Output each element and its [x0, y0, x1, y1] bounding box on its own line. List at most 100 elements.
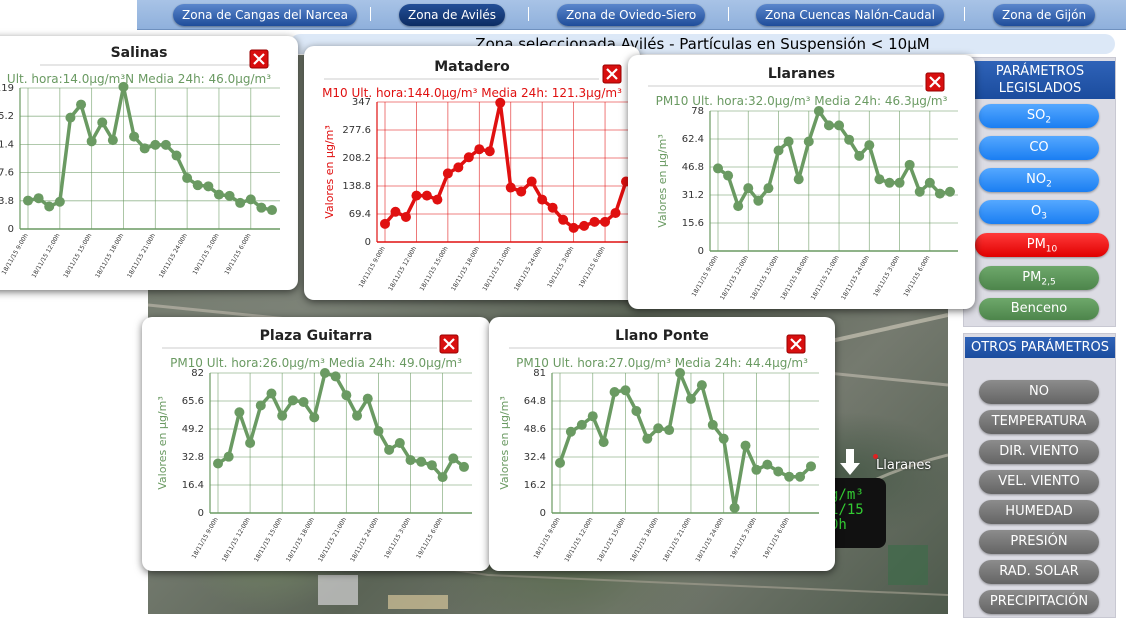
station-marker[interactable] — [873, 454, 878, 459]
data-point — [685, 393, 696, 404]
close-icon-cross — [929, 76, 941, 88]
data-point — [474, 144, 485, 155]
y-tick-label: 81 — [533, 368, 546, 379]
x-tick-label: 18/11/15 12:00h — [31, 232, 62, 279]
data-point — [526, 176, 537, 187]
chart-title: Llano Ponte — [615, 328, 709, 344]
param-label: PM — [1026, 237, 1046, 252]
close-icon-cross — [253, 53, 265, 65]
x-tick-label: 18/11/15 24:00h — [840, 254, 871, 301]
x-tick-label: 19/11/15 3:00h — [383, 516, 412, 560]
close-icon-cross — [443, 338, 455, 350]
y-tick-label: 31.2 — [682, 190, 704, 201]
tooltip-line: 0h — [830, 517, 847, 533]
chart-svg: Llano Ponte PM10 Ult. hora:27.0µg/m³ Medi… — [498, 328, 819, 563]
y-axis-label: Valores en µg/m³ — [498, 396, 511, 490]
data-point — [773, 145, 784, 156]
chart-title: Llaranes — [768, 66, 835, 82]
y-axis-label: Valores en µg/m³ — [156, 396, 169, 490]
x-tick-label: 18/11/15 21:00h — [126, 232, 157, 279]
x-tick-label: 19/11/15 6:00h — [762, 516, 791, 560]
param-label: NO — [1026, 172, 1047, 187]
arrow-down-icon — [840, 449, 860, 475]
x-tick-label: 18/11/15 24:00h — [513, 245, 544, 292]
param-dir-viento-button[interactable]: DIR. VIENTO — [979, 440, 1099, 464]
zone-button-aviles[interactable]: Zona de Avilés — [399, 4, 506, 26]
data-point — [394, 438, 405, 448]
data-point — [341, 390, 352, 401]
param-so2-button[interactable]: SO2 — [979, 104, 1099, 128]
zone-separator — [370, 7, 371, 21]
zone-button-gijon[interactable]: Zona de Gijón — [993, 4, 1096, 26]
data-point — [287, 395, 298, 406]
data-point — [823, 120, 834, 131]
param-temperatura-button[interactable]: TEMPERATURA — [979, 410, 1099, 434]
data-point — [400, 211, 411, 222]
data-point — [380, 218, 390, 229]
chart-popup-llaranes: Llaranes PM10 Ult. hora:32.0µg/m³ Media 2… — [628, 55, 975, 309]
close-icon[interactable] — [786, 334, 806, 354]
chart-svg: Llaranes PM10 Ult. hora:32.0µg/m³ Media 2… — [648, 66, 958, 301]
data-point — [256, 202, 267, 213]
close-icon[interactable] — [602, 64, 622, 84]
data-point — [924, 177, 935, 188]
param-o3-button[interactable]: O3 — [979, 200, 1099, 224]
param-benceno-button[interactable]: Benceno — [979, 298, 1099, 320]
param-rad-solar-button[interactable]: RAD. SOLAR — [979, 560, 1099, 584]
data-point — [793, 174, 804, 185]
data-point — [54, 196, 65, 207]
data-point — [773, 466, 784, 477]
param-pm25-button[interactable]: PM2,5 — [979, 266, 1099, 290]
chart-svg: Matadero M10 Ult. hora:144.0µg/m³ Media 2… — [322, 59, 634, 292]
data-point — [565, 426, 576, 437]
data-point — [97, 117, 108, 128]
data-point — [934, 188, 945, 199]
data-point — [33, 193, 44, 204]
data-point — [945, 186, 955, 197]
data-point — [213, 189, 224, 200]
series-line — [383, 101, 628, 230]
param-label: SO — [1026, 108, 1046, 123]
zone-button-cangas[interactable]: Zona de Cangas del Narcea — [173, 4, 358, 26]
zone-separator — [728, 7, 729, 21]
x-tick-label: 18/11/15 18:00h — [94, 232, 125, 279]
y-tick-label: 78 — [691, 106, 704, 117]
param-co-button[interactable]: CO — [979, 136, 1099, 160]
close-icon[interactable] — [925, 72, 945, 92]
param-subscript: 3 — [1041, 211, 1047, 222]
y-tick-label: 138.8 — [342, 181, 371, 192]
data-point — [547, 202, 558, 213]
data-point — [160, 139, 171, 150]
param-subscript: 2,5 — [1041, 277, 1056, 288]
param-humedad-button[interactable]: HUMEDAD — [979, 500, 1099, 524]
data-point — [86, 136, 97, 147]
close-icon[interactable] — [439, 334, 459, 354]
close-icon-cross — [606, 68, 618, 80]
data-point — [713, 163, 723, 174]
data-point — [223, 451, 234, 462]
param-no-button[interactable]: NO — [979, 380, 1099, 404]
data-point — [309, 412, 320, 423]
param-pm10-button[interactable]: PM10 — [975, 233, 1109, 257]
zone-button-oviedo[interactable]: Zona de Oviedo-Siero — [557, 4, 706, 26]
data-point — [707, 419, 718, 430]
data-point — [192, 180, 203, 191]
data-point — [267, 205, 277, 216]
chart-popup-matadero: Matadero M10 Ult. hora:144.0µg/m³ Media 2… — [304, 46, 640, 300]
data-point — [763, 183, 774, 194]
param-no2-button[interactable]: NO2 — [979, 168, 1099, 192]
param-presion-button[interactable]: PRESIÓN — [979, 530, 1099, 554]
data-point — [753, 195, 764, 206]
param-vel-viento-button[interactable]: VEL. VIENTO — [979, 470, 1099, 494]
x-tick-label: 18/11/15 18:00h — [779, 254, 810, 301]
series-line — [27, 85, 273, 212]
y-tick-label: 119 — [0, 83, 14, 94]
param-precipitacion-button[interactable]: PRECIPITACIÓN — [979, 590, 1099, 614]
data-point — [150, 139, 161, 150]
x-tick-label: 18/11/15 15:00h — [253, 516, 284, 563]
close-icon[interactable] — [249, 49, 269, 69]
data-point — [558, 214, 569, 225]
other-params-title: OTROS PARÁMETROS — [965, 337, 1115, 358]
tooltip-line: g/m³ — [830, 487, 864, 503]
zone-button-cuencas[interactable]: Zona Cuencas Nalón-Caudal — [756, 4, 944, 26]
